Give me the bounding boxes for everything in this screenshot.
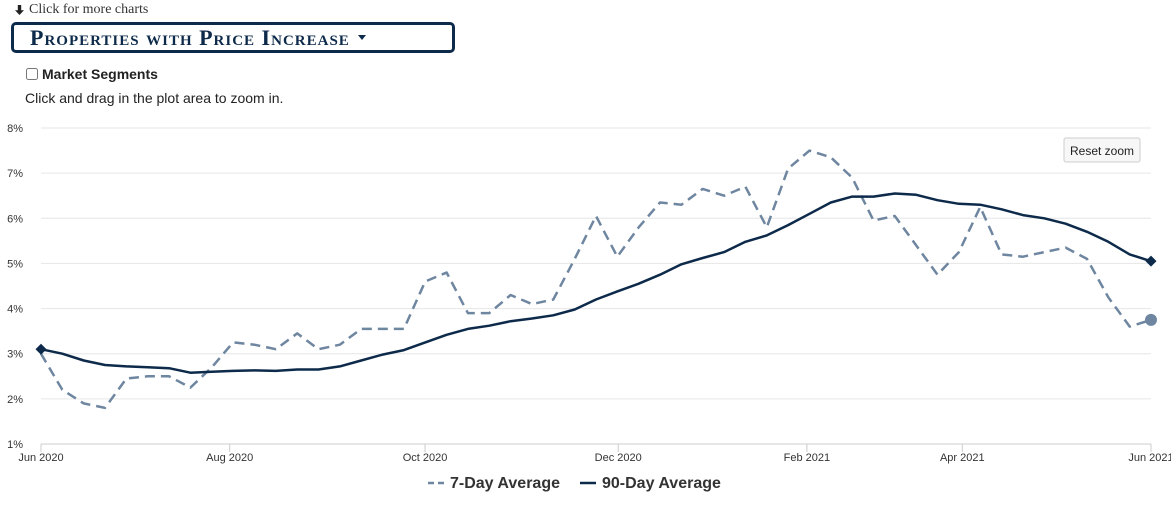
y-tick-label: 6% <box>7 213 23 225</box>
markers <box>35 255 1157 355</box>
reset-zoom-button[interactable]: Reset zoom <box>1063 137 1141 163</box>
y-tick-label: 4% <box>7 304 23 316</box>
x-tick-label: Dec 2020 <box>595 452 642 464</box>
market-segments-label: Market Segments <box>42 66 158 82</box>
legend-label-series-7-day-average: 7-Day Average <box>450 475 560 492</box>
more-charts-label: Click for more charts <box>29 2 149 17</box>
line-chart[interactable]: 1% 2% 3% 4% 5% 6% 7% 8% Jun 2020 Aug 2020 Oct 202… <box>0 115 1171 509</box>
legend-label-series-90-day-average: 90-Day Average <box>602 475 721 492</box>
series-7-day-average-line <box>39 149 1152 410</box>
x-tick-label: Jun 2020 <box>18 452 63 464</box>
series <box>39 149 1152 410</box>
reset-zoom-frame[interactable] <box>1063 137 1141 163</box>
series-90-day-average-start-marker <box>35 343 47 355</box>
series-7-day-average-end-marker <box>1145 313 1157 326</box>
reset-zoom-label: Reset zoom <box>1070 144 1134 158</box>
series-90-day-average-end-marker <box>1145 255 1157 267</box>
caret-down-icon <box>357 35 366 40</box>
x-tick-label: Feb 2021 <box>784 452 830 464</box>
x-tick-label: Apr 2021 <box>940 452 985 464</box>
y-tick-label: 8% <box>7 123 23 135</box>
market-segments-checkbox[interactable] <box>26 68 38 80</box>
x-tick-label: Oct 2020 <box>403 452 448 464</box>
y-tick-label: 1% <box>7 439 23 451</box>
y-tick-label: 5% <box>7 258 23 270</box>
market-segments-toggle[interactable]: Market Segments <box>26 66 158 82</box>
chart-selector-label: Properties with Price Increase <box>30 24 350 50</box>
y-axis: 1% 2% 3% 4% 5% 6% 7% 8% <box>7 123 23 451</box>
series-90-day-average-line <box>40 192 1152 374</box>
x-tick-label: Jun 2021 <box>1128 452 1171 464</box>
x-axis: Jun 2020 Aug 2020 Oct 2020 Dec 2020 Feb 2021… <box>18 443 1171 464</box>
zoom-hint: Click and drag in the plot area to zoom … <box>25 90 284 106</box>
arrow-down-icon <box>15 5 24 15</box>
chart-selector-dropdown[interactable]: Properties with Price Increase <box>11 22 455 53</box>
legend: 7-Day Average 90-Day Average <box>428 475 721 492</box>
y-tick-label: 7% <box>7 168 23 180</box>
y-tick-label: 3% <box>7 349 23 361</box>
y-tick-label: 2% <box>7 394 23 406</box>
x-tick-label: Aug 2020 <box>206 452 253 464</box>
more-charts-link[interactable]: Click for more charts <box>14 2 148 18</box>
grid <box>41 127 1151 445</box>
